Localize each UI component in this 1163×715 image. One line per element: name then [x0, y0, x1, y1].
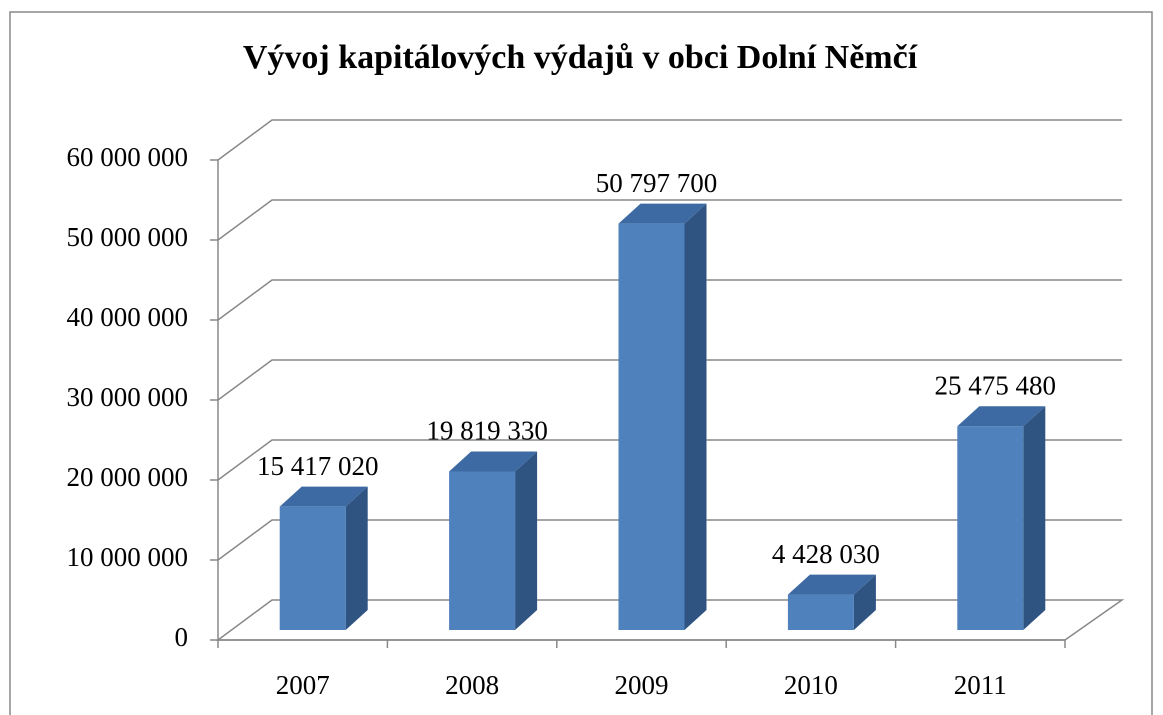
grid-line [217, 359, 1122, 401]
x-tick-label: 2010 [784, 670, 838, 700]
x-tick-label: 2007 [276, 670, 330, 700]
y-tick-label: 10 000 000 [67, 542, 189, 572]
bar [279, 486, 368, 630]
bar [787, 574, 876, 630]
bar-side [345, 486, 368, 630]
bar-top [787, 574, 876, 595]
y-tick-label: 0 [175, 622, 189, 652]
grid-line [217, 439, 1122, 481]
grid-line [217, 279, 1122, 321]
bar-front [957, 426, 1024, 630]
chart-frame [9, 11, 1153, 715]
bar-top [957, 406, 1046, 427]
x-tick-label: 2008 [445, 670, 499, 700]
bar-side [1023, 406, 1046, 630]
bar-front [618, 223, 685, 630]
bar [957, 406, 1046, 630]
data-label: 15 417 020 [257, 451, 379, 481]
y-tick-label: 40 000 000 [67, 302, 189, 332]
y-tick-label: 60 000 000 [67, 142, 189, 172]
data-label: 4 428 030 [772, 539, 880, 569]
bar-front [787, 594, 854, 630]
bar-side [684, 203, 707, 630]
bar-top [279, 486, 368, 507]
bar-top [449, 451, 538, 472]
x-tick-label: 2011 [954, 670, 1007, 700]
bar-side [515, 451, 538, 630]
bar-front [449, 471, 516, 630]
chart-title: Vývoj kapitálových výdajů v obci Dolní N… [243, 39, 918, 76]
data-label: 50 797 700 [596, 168, 718, 198]
y-tick-label: 20 000 000 [67, 462, 189, 492]
bar-front [279, 506, 346, 630]
grid-line [217, 199, 1122, 241]
bar-side [853, 574, 876, 630]
grid-line [217, 119, 1122, 161]
bar-top [618, 203, 707, 224]
x-tick-label: 2009 [615, 670, 669, 700]
data-label: 25 475 480 [935, 370, 1057, 400]
bar [449, 451, 538, 630]
bar [618, 203, 707, 630]
grid-line [217, 519, 1122, 561]
y-tick-label: 30 000 000 [67, 382, 189, 412]
data-label: 19 819 330 [426, 416, 548, 446]
y-tick-label: 50 000 000 [67, 222, 189, 252]
